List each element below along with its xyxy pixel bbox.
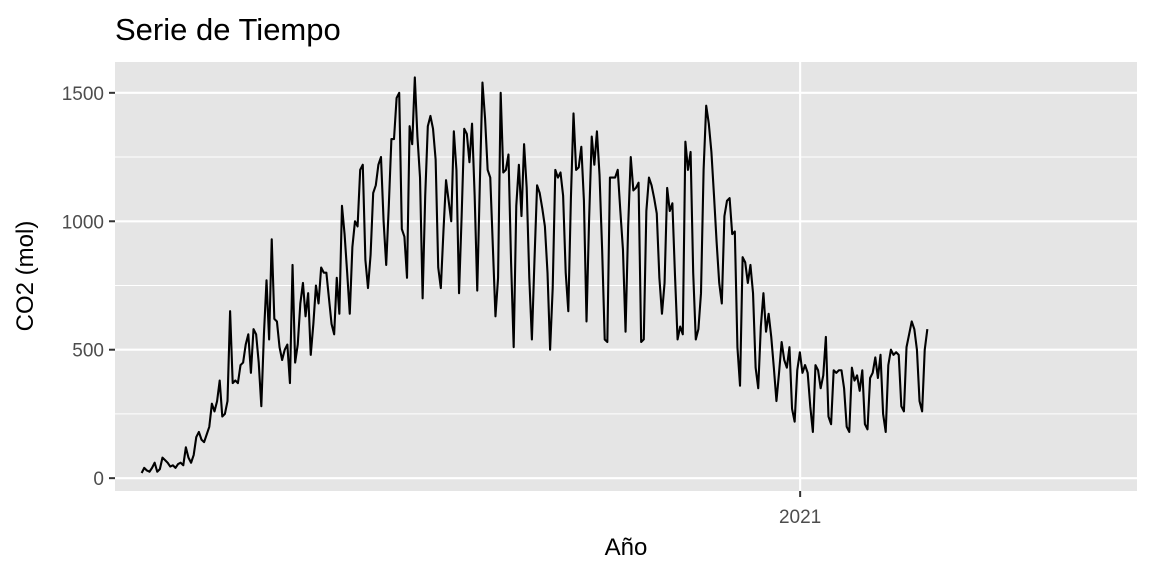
series-line [140, 76, 929, 474]
x-tick-label: 2021 [779, 507, 821, 528]
y-axis-title: CO2 (mol) [12, 221, 39, 332]
major-gridlines [115, 62, 1137, 491]
y-tick-label: 1000 [62, 212, 104, 233]
x-axis: 2021 [779, 491, 821, 528]
x-axis-title: Año [605, 534, 648, 561]
series-layer [140, 76, 929, 474]
chart-title: Serie de Tiempo [115, 12, 341, 47]
y-tick-label: 1500 [62, 84, 104, 105]
y-tick-label: 500 [72, 341, 104, 362]
y-axis: 0 500 1000 1500 [62, 84, 115, 490]
y-tick-label: 0 [93, 469, 104, 490]
